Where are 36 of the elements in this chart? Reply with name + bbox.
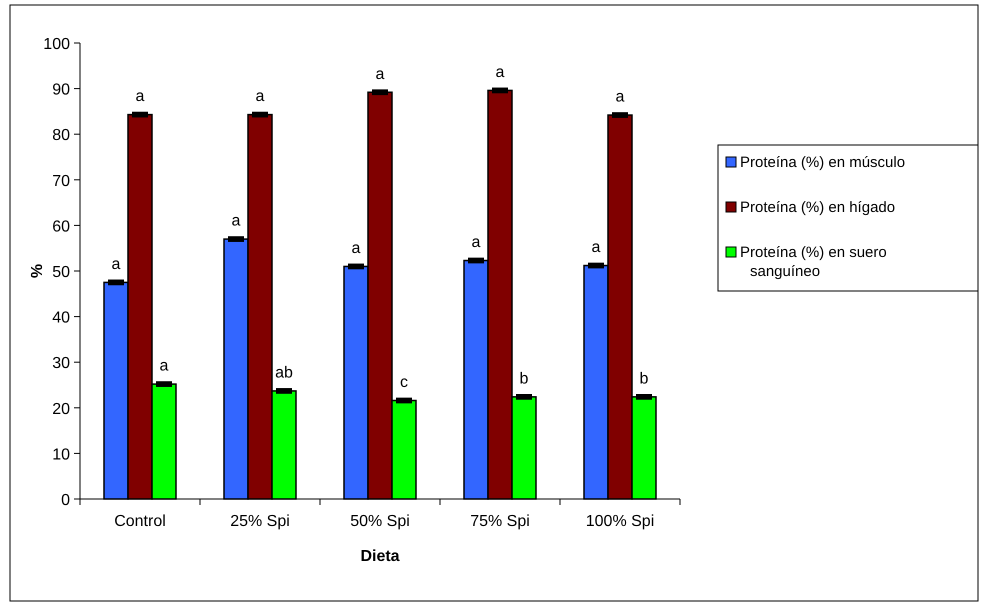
data-label: a: [112, 256, 121, 274]
y-tick-label: 10: [52, 446, 70, 464]
data-label: b: [640, 370, 649, 388]
y-tick-label: 50: [52, 264, 70, 281]
data-label: a: [496, 64, 505, 82]
x-tick-label: 100% Spi: [586, 513, 654, 530]
x-tick-label: 25% Spi: [230, 513, 290, 530]
x-axis-title: Dieta: [360, 548, 400, 565]
data-label: a: [232, 212, 241, 230]
y-tick-label: 40: [52, 310, 70, 327]
y-tick-label: 60: [52, 218, 70, 236]
y-tick-label: 100: [43, 36, 70, 53]
x-tick-label: 75% Spi: [470, 513, 530, 530]
data-label: a: [472, 234, 481, 252]
data-label: a: [136, 88, 145, 106]
data-label: c: [400, 374, 408, 392]
data-label: a: [352, 240, 361, 258]
data-label: a: [160, 358, 169, 375]
y-tick-label: 0: [61, 492, 70, 509]
legend-label: Proteína (%) en hígado: [740, 199, 896, 216]
y-tick-label: 90: [52, 82, 70, 99]
data-label: b: [520, 370, 529, 388]
y-axis-title: %: [29, 264, 46, 278]
data-label: ab: [275, 364, 293, 382]
y-tick-label: 30: [52, 355, 70, 372]
y-tick-label: 80: [52, 127, 70, 144]
data-label: a: [592, 239, 601, 256]
y-tick-label: 20: [52, 400, 70, 418]
data-label: a: [616, 88, 625, 106]
legend-label: Proteína (%) en suero sanguíneo: [740, 244, 887, 280]
x-tick-label: Control: [114, 513, 166, 530]
y-tick-label: 70: [52, 172, 70, 190]
x-tick-label: 50% Spi: [350, 513, 410, 530]
legend-label: Proteína (%) en músculo: [740, 154, 906, 171]
data-label: a: [256, 88, 265, 106]
data-label: a: [376, 66, 385, 83]
